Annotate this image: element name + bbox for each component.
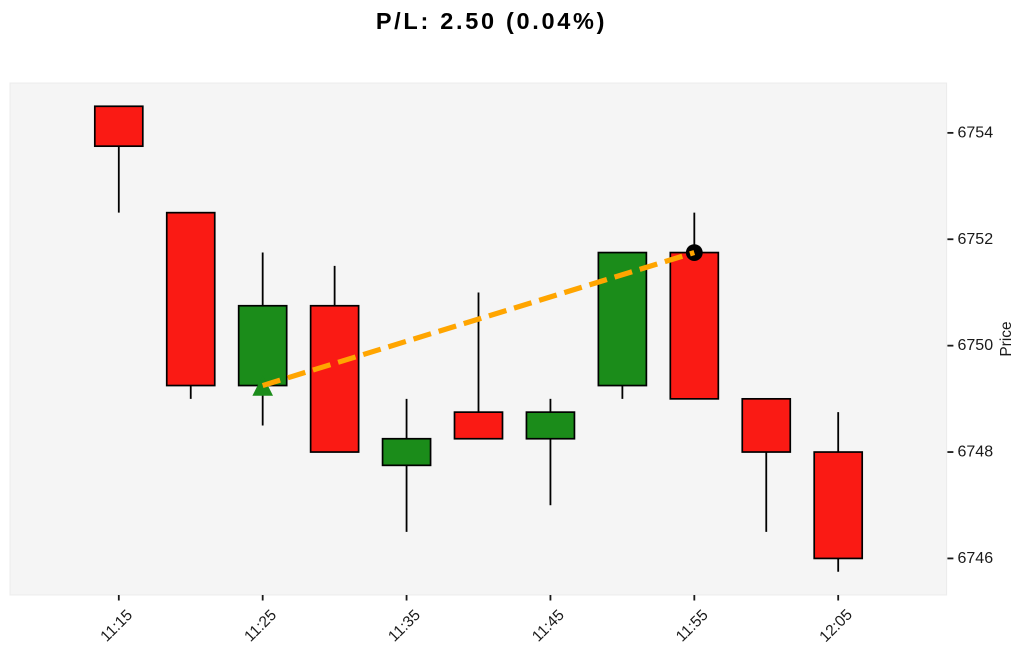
svg-text:6752: 6752 <box>958 231 994 248</box>
svg-text:6746: 6746 <box>958 550 994 567</box>
svg-text:6754: 6754 <box>958 124 994 141</box>
svg-text:6748: 6748 <box>958 444 994 461</box>
svg-text:6750: 6750 <box>958 337 994 354</box>
svg-text:Price: Price <box>998 321 1015 356</box>
svg-text:P/L: 2.50 (0.04%): P/L: 2.50 (0.04%) <box>376 8 607 34</box>
